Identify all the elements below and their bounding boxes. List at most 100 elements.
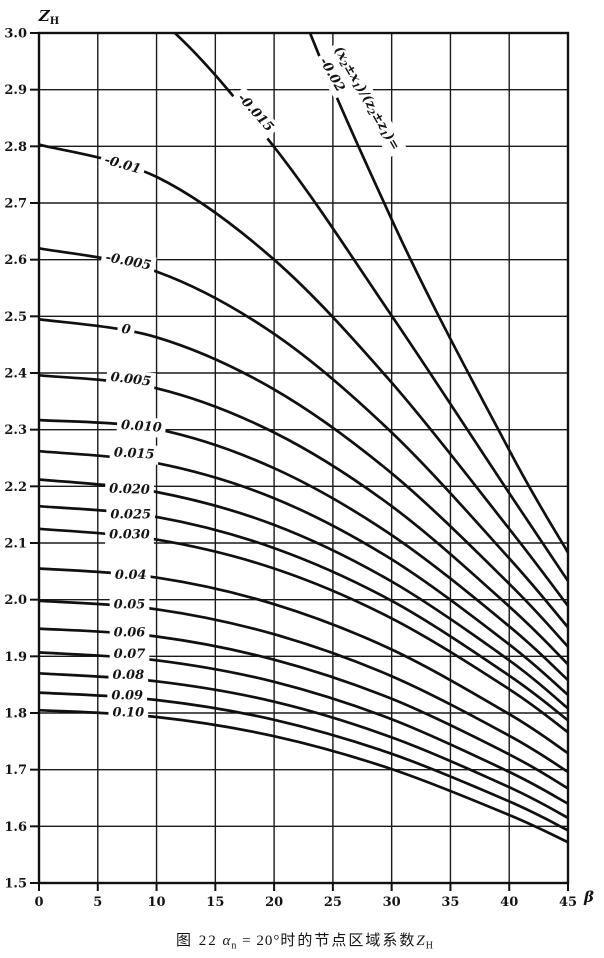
y-tick-label-1.5: 1.5 [4, 877, 27, 892]
curve-label-0.08-bg [108, 666, 149, 686]
x-tick-label-40: 40 [500, 895, 518, 910]
x-tick-label-5: 5 [93, 895, 102, 910]
x-tick-label-45: 45 [559, 895, 577, 910]
y-tick-label-2.5: 2.5 [4, 310, 27, 325]
curve-label--0.015: -0.015 [234, 91, 276, 135]
series-param-annotation-bg [326, 39, 407, 159]
x-tick-label-15: 15 [206, 895, 224, 910]
caption-part: 时的节点区域系数 [280, 932, 416, 949]
curve-label--0.02-bg [312, 50, 352, 100]
y-tick-label-2.4: 2.4 [4, 367, 27, 382]
caption-part: H [426, 941, 434, 952]
curve-label-0.07-group: 0.07 [109, 645, 150, 665]
y-tick-label-2.9: 2.9 [4, 83, 27, 98]
y-tick-label-2.6: 2.6 [4, 253, 27, 268]
curve-label-0.005: 0.005 [110, 370, 152, 390]
curve--0.02 [308, 33, 568, 554]
y-axis-label-main: Z [38, 7, 51, 25]
curve-label-0.10-bg [108, 703, 149, 723]
curve-label--0.005-bg [99, 247, 157, 277]
y-tick-label-3.0: 3.0 [4, 27, 27, 42]
curve-label-0.07: 0.07 [114, 647, 146, 662]
tick-labels-layer: 3.0 2.9 2.8 2.7 2.6 2.5 2.4 2.3 2.2 2.1 2.0 1.9 1.8 1… [4, 7, 594, 910]
series-param-annotation: (x2±x1)/(z2±z1)= [330, 44, 403, 154]
curve-label-0.020-group: 0.020 [104, 479, 155, 501]
curve-label-0.015: 0.015 [113, 445, 154, 462]
y-tick-label-2.8: 2.8 [4, 140, 27, 155]
curve-label-0-bg [116, 319, 136, 341]
curve-label--0.015-bg [230, 86, 281, 140]
curve-label-0.06: 0.06 [114, 626, 146, 641]
curve-label-0.030-bg [105, 525, 154, 545]
curve-label-0.010-bg [116, 415, 167, 438]
curve-label-0.08: 0.08 [112, 668, 144, 683]
curve-label-0.04-group: 0.04 [110, 565, 151, 585]
curve-0 [39, 317, 568, 649]
curve-label-0.05-group: 0.05 [109, 595, 150, 615]
curve-label-0.025-bg [106, 505, 156, 525]
y-tick-label-2.0: 2.0 [4, 593, 27, 608]
caption-part: Z [416, 933, 425, 949]
curve-label-0.09: 0.09 [111, 689, 143, 704]
curve-label-0-group: 0 [116, 319, 136, 341]
curve-label-0.030: 0.030 [109, 528, 150, 543]
curve-label--0.015-group: -0.015 [230, 86, 281, 140]
y-axis-label: ZH [38, 7, 59, 27]
curves-layer [39, 33, 568, 844]
curve-label-0.010-group: 0.010 [116, 415, 167, 438]
y-tick-label-2.3: 2.3 [4, 423, 27, 438]
curve-label-0.015-bg [109, 443, 160, 465]
x-tick-label-20: 20 [265, 895, 283, 910]
annotation-part: 1 [377, 128, 389, 138]
curve-label-0.010: 0.010 [120, 418, 162, 436]
curve-labels-layer: -0.02-0.015-0.01-0.00500.0050.0100.0150.… [98, 39, 407, 723]
curve-label-0.09-group: 0.09 [107, 686, 148, 706]
y-axis-label-sub: H [50, 16, 59, 27]
curve-label-0.020: 0.020 [109, 481, 150, 497]
annotation-part: 1 [349, 80, 361, 90]
curve-label-0.07-bg [109, 645, 150, 665]
curve-label-0.025-group: 0.025 [106, 505, 156, 525]
y-tick-label-1.8: 1.8 [4, 707, 27, 722]
curve-label-0.04-bg [110, 565, 151, 585]
curve-label-0.08-group: 0.08 [108, 666, 149, 686]
curve-label-0.005-group: 0.005 [105, 367, 157, 393]
y-tick-label-1.6: 1.6 [4, 820, 27, 835]
curve-label-0.09-bg [107, 686, 148, 706]
curve-label-0.06-bg [109, 623, 150, 643]
figure-caption: 图 22 αn = 20°时的节点区域系数ZH [176, 932, 434, 952]
curve-label-0.06-group: 0.06 [109, 623, 150, 643]
curve-label-0.05: 0.05 [114, 597, 146, 612]
curve-label--0.005-group: -0.005 [99, 247, 157, 277]
curve-label-0.030-group: 0.030 [105, 525, 154, 545]
y-tick-label-1.7: 1.7 [4, 763, 27, 778]
curve-label-0.025: 0.025 [110, 508, 151, 523]
curve-label-0.05-bg [109, 595, 150, 615]
series-param-annotation-group: (x2±x1)/(z2±z1)= [326, 39, 407, 159]
y-tick-label-1.9: 1.9 [4, 650, 27, 665]
caption-part: n [231, 941, 237, 952]
curve-label-0.005-bg [105, 367, 157, 393]
curve--0.015 [172, 33, 568, 583]
curve-label-0.020-bg [104, 479, 155, 501]
annotation-part: 2 [336, 58, 348, 69]
tick-layer [30, 32, 569, 891]
x-tick-label-10: 10 [148, 895, 166, 910]
grid-layer [37, 31, 570, 885]
curve-label--0.01-group: -0.01 [98, 149, 147, 181]
x-tick-label-25: 25 [324, 895, 342, 910]
annotation-part: 2 [364, 106, 376, 117]
curve-label-0.015-group: 0.015 [109, 443, 160, 465]
y-tick-label-2.1: 2.1 [4, 537, 27, 552]
curve-label-0.10: 0.10 [112, 706, 144, 721]
x-axis-label: β [583, 888, 594, 906]
plot-border [37, 31, 570, 885]
y-tick-label-2.7: 2.7 [4, 197, 27, 212]
x-tick-label-30: 30 [383, 895, 401, 910]
curve-label--0.01-bg [98, 149, 147, 181]
caption-part: α [223, 933, 232, 949]
x-tick-label-0: 0 [34, 895, 43, 910]
curve-label-0.04: 0.04 [115, 568, 147, 583]
